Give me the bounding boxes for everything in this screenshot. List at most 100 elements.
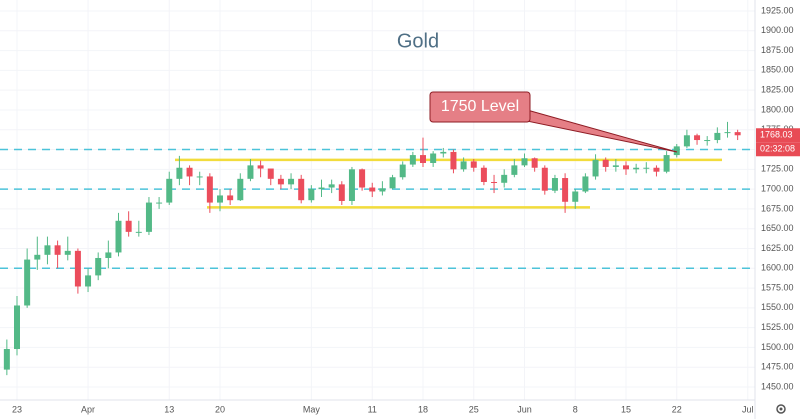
y-tick-label: 1700.00: [761, 183, 794, 193]
candle-body: [24, 259, 31, 306]
candle-body: [551, 178, 558, 191]
y-tick-label: 1450.00: [761, 381, 794, 391]
candle-body: [399, 164, 406, 178]
x-tick-label: 13: [164, 404, 174, 414]
settings-icon[interactable]: [776, 404, 786, 414]
candle-body: [389, 177, 396, 189]
candle-body: [694, 135, 701, 141]
y-tick-label: 1800.00: [761, 104, 794, 114]
candle-body: [643, 167, 650, 169]
candle-body: [562, 178, 569, 202]
annotation: 1750 Level: [429, 91, 678, 153]
candle-body: [724, 132, 731, 134]
x-tick-label: 18: [418, 404, 428, 414]
x-tick-label: 23: [12, 404, 22, 414]
candle-body: [247, 165, 254, 179]
x-tick-label: 11: [368, 404, 377, 414]
gear-ring: [776, 404, 786, 414]
candle-body: [318, 187, 325, 190]
x-tick-label: 25: [469, 404, 479, 414]
candle-body: [440, 151, 447, 154]
gear-hub: [779, 407, 783, 411]
candle-body: [450, 151, 457, 170]
y-tick-label: 1725.00: [761, 164, 794, 174]
candle-body: [125, 220, 132, 232]
candle-body: [267, 168, 274, 179]
x-tick-label: Apr: [81, 404, 95, 414]
candle-body: [308, 189, 315, 201]
candle-body: [166, 178, 173, 203]
y-tick-label: 1825.00: [761, 85, 794, 95]
candle-body: [54, 245, 61, 255]
candle-body: [338, 184, 345, 201]
candle-body: [85, 275, 92, 287]
candle-body: [470, 161, 477, 168]
y-tick-label: 1625.00: [761, 243, 794, 253]
candle-body: [328, 184, 335, 188]
y-tick-label: 1900.00: [761, 25, 794, 35]
candle-body: [623, 165, 629, 170]
y-tick-label: 1525.00: [761, 322, 794, 332]
candle-body: [227, 195, 234, 201]
candle-body: [145, 202, 152, 232]
y-tick-label: 1850.00: [761, 65, 794, 75]
candle-body: [237, 178, 244, 201]
candle-body: [369, 187, 376, 192]
candle-body: [156, 202, 163, 204]
levels: [0, 148, 755, 270]
countdown: 02:32:08: [760, 144, 795, 154]
candle-body: [704, 140, 711, 142]
candle-body: [531, 158, 538, 168]
last-price: 1768.03: [760, 130, 793, 140]
candle-body: [663, 155, 670, 172]
y-tick-label: 1475.00: [761, 362, 794, 372]
candle-body: [277, 178, 284, 185]
candle-body: [612, 165, 619, 167]
candle-body: [74, 250, 81, 287]
candle-body: [521, 158, 528, 166]
candle-body: [734, 132, 741, 136]
candle-body: [653, 167, 660, 172]
countdown-box: [756, 142, 800, 157]
candle-body: [714, 132, 721, 141]
candle-body: [95, 257, 102, 276]
x-tick-label: May: [303, 404, 321, 414]
candle-body: [348, 169, 355, 201]
candle-body: [572, 191, 579, 202]
x-tick-label: 22: [672, 404, 682, 414]
candle-body: [683, 135, 690, 147]
y-tick-label: 1675.00: [761, 203, 794, 213]
chart-title: Gold: [397, 30, 439, 52]
y-tick-label: 1550.00: [761, 302, 794, 312]
candle-body: [511, 165, 518, 175]
candle-body: [359, 169, 366, 188]
x-tick-label: Jul: [742, 404, 754, 414]
price-tag: 1768.03 02:32:08: [756, 128, 800, 157]
y-tick-label: 1650.00: [761, 223, 794, 233]
candle-body: [257, 165, 264, 169]
candle-body: [206, 176, 213, 203]
candle-body: [460, 161, 467, 170]
candle-body: [592, 159, 599, 177]
candle-body: [491, 181, 498, 183]
x-tick-label: 8: [573, 404, 578, 414]
x-tick-label: 20: [215, 404, 225, 414]
x-tick-label: 15: [621, 404, 631, 414]
candle-body: [217, 195, 223, 203]
candle-body: [673, 146, 680, 156]
candle-body: [186, 167, 193, 177]
candle-body: [105, 252, 112, 258]
candle-body: [602, 159, 609, 167]
candle-body: [420, 155, 426, 163]
y-tick-label: 1925.00: [761, 5, 794, 15]
candles: [3, 121, 741, 376]
annotation-text: 1750 Level: [441, 98, 519, 115]
candle-body: [196, 176, 203, 178]
y-tick-label: 1500.00: [761, 342, 794, 352]
candle-body: [379, 188, 386, 192]
candle-body: [3, 349, 10, 370]
candle-body: [64, 250, 71, 255]
candle-body: [14, 305, 20, 350]
candle-body: [409, 155, 416, 165]
